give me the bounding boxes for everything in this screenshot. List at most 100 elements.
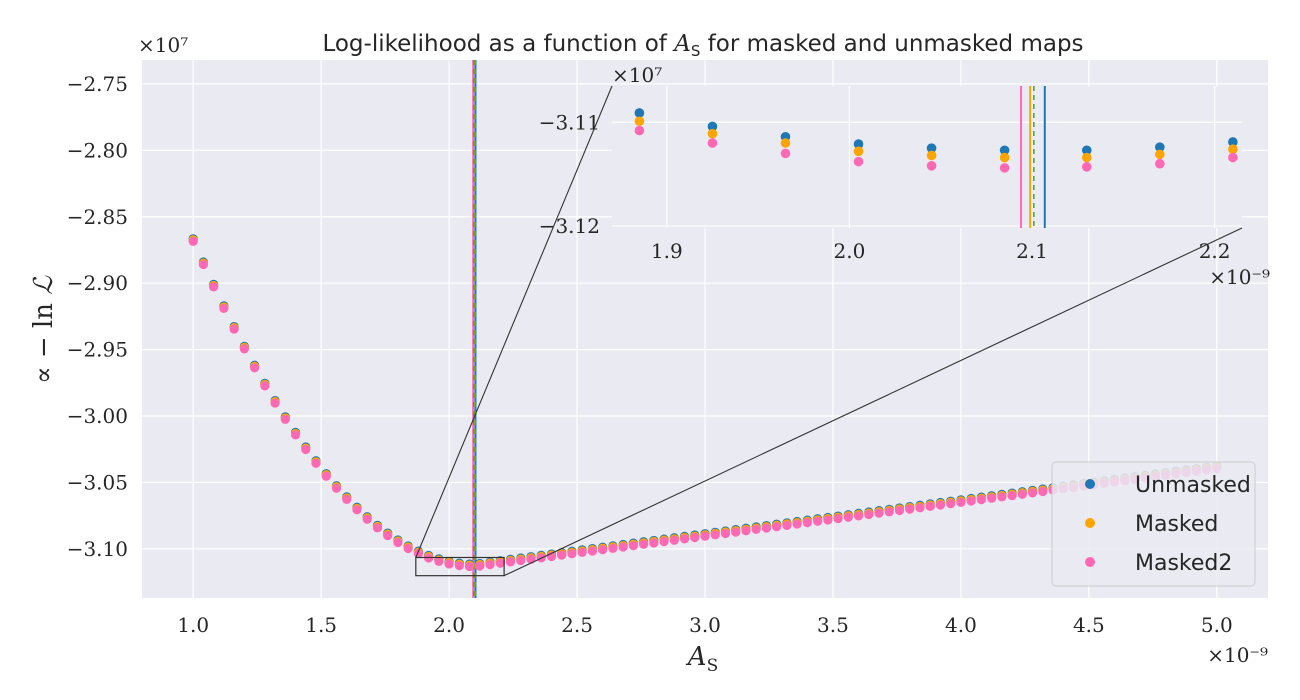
data-point <box>331 483 342 493</box>
data-point <box>516 555 526 566</box>
data-point <box>321 471 331 481</box>
inset-data-point <box>634 116 645 127</box>
connector-line <box>415 85 613 558</box>
data-point <box>894 505 905 516</box>
inset-data-point <box>707 121 718 132</box>
y-tick-label: −2.85 <box>67 205 128 229</box>
inset-data-point <box>926 150 937 161</box>
y-tick-label: −3.05 <box>67 470 128 494</box>
data-point <box>301 444 311 455</box>
legend-label: Unmasked <box>1135 473 1251 498</box>
legend-label: Masked <box>1135 512 1218 537</box>
data-point <box>372 523 383 533</box>
inset-data-point <box>999 163 1010 173</box>
inset-data-point <box>1081 162 1092 172</box>
legend-label: Masked2 <box>1135 551 1232 576</box>
data-point <box>209 282 219 292</box>
data-point <box>833 513 843 524</box>
y-multiplier: ×10⁷ <box>138 33 188 57</box>
data-point <box>1038 486 1048 497</box>
data-point <box>976 495 986 505</box>
data-point <box>505 557 516 567</box>
data-point <box>608 543 618 553</box>
data-point <box>393 537 403 548</box>
inset-data-point <box>999 152 1010 163</box>
chart-title: Log-likelihood as a function of AS for m… <box>322 31 1083 60</box>
data-point <box>751 524 761 535</box>
x-tick-label: 2.5 <box>561 613 593 637</box>
data-point <box>649 538 659 548</box>
data-point <box>679 534 690 544</box>
legend-marker <box>1085 518 1095 528</box>
data-point <box>250 363 260 373</box>
data-point <box>270 398 280 408</box>
inset-series-masked <box>634 116 1238 163</box>
data-point <box>659 537 669 547</box>
inset-data-point <box>999 145 1010 156</box>
x-tick-label: 1.0 <box>177 613 209 637</box>
inset-series-masked2 <box>634 125 1238 173</box>
data-point <box>853 511 864 521</box>
data-point <box>802 518 812 528</box>
data-point <box>741 526 751 536</box>
inset-data-point <box>780 148 791 159</box>
inset-y-multiplier: ×10⁷ <box>612 63 662 87</box>
data-point <box>915 503 925 513</box>
x-tick-label: 5.0 <box>1201 613 1233 637</box>
data-point <box>577 547 587 558</box>
data-point <box>813 516 823 526</box>
zoom-connectors <box>415 85 1243 577</box>
inset-y-tick-label: −3.11 <box>539 110 600 134</box>
y-tick-label: −2.75 <box>67 72 128 96</box>
y-axis-label: ∝ − ln ℒ <box>29 275 59 384</box>
inset-data-point <box>1155 142 1165 152</box>
inset-data-point <box>707 128 718 139</box>
data-point <box>731 527 741 537</box>
x-tick-label: 4.0 <box>945 613 977 637</box>
data-point <box>669 535 679 545</box>
inset-y-tick-label: −3.12 <box>539 214 600 238</box>
inset-data-point <box>926 161 937 171</box>
inset-data-point <box>1228 152 1238 163</box>
data-point <box>905 504 915 514</box>
data-point <box>720 528 731 539</box>
data-point <box>383 530 393 541</box>
data-point <box>843 512 853 522</box>
x-axis-label: AS <box>686 642 718 676</box>
legend-marker <box>1085 479 1095 489</box>
x-tick-label: 1.5 <box>305 613 337 637</box>
data-point <box>772 522 782 532</box>
inset-data-point <box>926 143 937 153</box>
data-point <box>618 542 628 552</box>
data-point <box>280 414 290 425</box>
y-tick-label: −2.90 <box>67 271 128 295</box>
inset-x-tick-label: 2.0 <box>833 239 865 263</box>
data-point <box>987 493 997 503</box>
legend-marker <box>1085 557 1095 567</box>
data-point <box>485 560 495 570</box>
inset-x-tick-label: 2.1 <box>1016 239 1048 263</box>
data-point <box>935 500 946 510</box>
x-tick-label: 4.5 <box>1073 613 1105 637</box>
data-point <box>342 494 352 505</box>
data-point <box>1017 489 1027 499</box>
data-point <box>403 543 413 554</box>
x-tick-label: 3.0 <box>689 613 721 637</box>
data-point <box>444 559 454 569</box>
y-tick-label: −3.00 <box>67 404 128 428</box>
inset-data-point <box>707 138 718 148</box>
data-point <box>362 514 372 524</box>
inset-data-point <box>853 156 864 167</box>
data-point <box>260 381 270 391</box>
inset-data-point <box>634 125 645 136</box>
data-point <box>628 541 638 551</box>
inset-data-point <box>1228 137 1238 147</box>
data-point <box>352 505 362 515</box>
inset-data-point <box>1081 145 1092 156</box>
inset-series-unmasked <box>634 108 1238 156</box>
data-point <box>864 509 874 520</box>
legend-box <box>1051 461 1256 587</box>
inset-data-point <box>1155 149 1165 160</box>
inset-data-point <box>1228 144 1238 155</box>
